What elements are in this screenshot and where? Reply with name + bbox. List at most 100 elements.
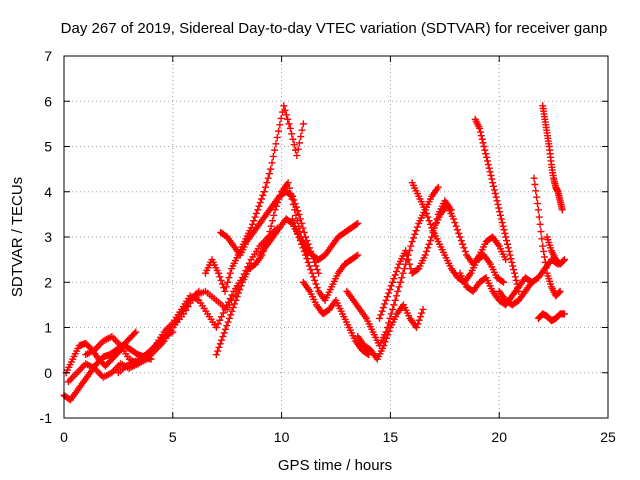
data-point <box>270 211 278 219</box>
data-point <box>231 300 239 308</box>
data-point <box>379 304 387 312</box>
data-point <box>218 280 226 288</box>
data-point <box>461 247 469 255</box>
data-point <box>505 247 513 255</box>
data-point <box>285 120 293 128</box>
data-point <box>492 193 500 201</box>
data-point <box>530 174 538 182</box>
data-point <box>494 200 502 208</box>
data-point <box>216 340 224 348</box>
data-point <box>511 273 519 281</box>
data-point <box>409 234 417 242</box>
data-point <box>413 223 421 231</box>
data-point <box>531 181 539 189</box>
data-point <box>389 305 397 313</box>
data-point <box>219 333 227 341</box>
data-point <box>391 296 399 304</box>
data-point <box>537 228 545 236</box>
data-point <box>298 126 306 134</box>
x-tick-label: 0 <box>60 429 68 445</box>
data-point <box>385 327 393 335</box>
data-point <box>300 247 308 255</box>
data-point <box>490 186 498 194</box>
data-point <box>281 106 289 114</box>
data-point <box>352 252 360 260</box>
data-point <box>500 226 508 234</box>
data-point <box>290 141 298 149</box>
data-point <box>377 311 385 319</box>
data-point <box>411 230 419 238</box>
data-point <box>477 132 485 140</box>
data-point <box>392 267 400 275</box>
data-point <box>236 285 244 293</box>
data-point <box>295 233 303 241</box>
data-point <box>408 238 416 246</box>
data-point <box>215 343 223 351</box>
data-point <box>503 237 511 245</box>
data-series <box>343 183 442 350</box>
data-point <box>392 292 400 300</box>
data-point <box>456 233 464 241</box>
data-point <box>251 213 259 221</box>
data-point <box>224 318 232 326</box>
data-point <box>483 153 491 161</box>
x-tick-label: 25 <box>600 429 616 445</box>
data-point <box>296 215 304 223</box>
data-point <box>383 293 391 301</box>
data-point <box>378 307 386 315</box>
data-point <box>269 152 277 160</box>
data-series <box>376 197 455 322</box>
data-point <box>287 191 295 199</box>
data-point <box>299 224 307 232</box>
data-point <box>260 188 268 196</box>
data-point <box>394 287 402 295</box>
data-points <box>60 102 568 404</box>
data-point <box>267 222 275 230</box>
data-point <box>221 325 229 333</box>
data-point <box>391 271 399 279</box>
y-tick-label: 4 <box>44 184 52 200</box>
data-point <box>414 320 422 328</box>
data-point <box>276 121 284 129</box>
x-axis-label: GPS time / hours <box>278 457 392 474</box>
data-series <box>288 215 362 304</box>
data-point <box>556 287 564 295</box>
data-point <box>218 336 226 344</box>
data-point <box>503 240 511 248</box>
data-point <box>305 262 313 270</box>
data-point <box>382 334 390 342</box>
data-point <box>214 320 222 328</box>
data-point <box>232 296 240 304</box>
data-point <box>214 269 222 277</box>
data-point <box>426 220 434 228</box>
data-point <box>295 210 303 218</box>
data-point <box>558 206 566 214</box>
data-point <box>280 102 288 110</box>
data-point <box>268 159 276 167</box>
data-point <box>386 314 394 322</box>
data-point <box>541 258 549 266</box>
axis-ticks: 0 5 10 15 20 25 -1 0 1 2 3 4 5 6 7 <box>40 48 616 445</box>
y-tick-label: -1 <box>40 410 53 426</box>
data-point <box>294 145 302 153</box>
data-point <box>216 316 224 324</box>
data-point <box>228 291 236 299</box>
data-point <box>235 289 243 297</box>
data-point <box>455 229 463 237</box>
data-point <box>291 200 299 208</box>
data-point <box>507 255 515 263</box>
data-point <box>460 244 468 252</box>
data-point <box>424 213 432 221</box>
data-point <box>495 204 503 212</box>
data-point <box>312 262 320 270</box>
data-point <box>220 329 228 337</box>
data-point <box>254 206 262 214</box>
y-tick-label: 6 <box>44 93 52 109</box>
data-point <box>488 175 496 183</box>
data-point <box>396 278 404 286</box>
data-point <box>182 306 190 314</box>
data-series <box>534 310 568 325</box>
data-point <box>313 266 321 274</box>
